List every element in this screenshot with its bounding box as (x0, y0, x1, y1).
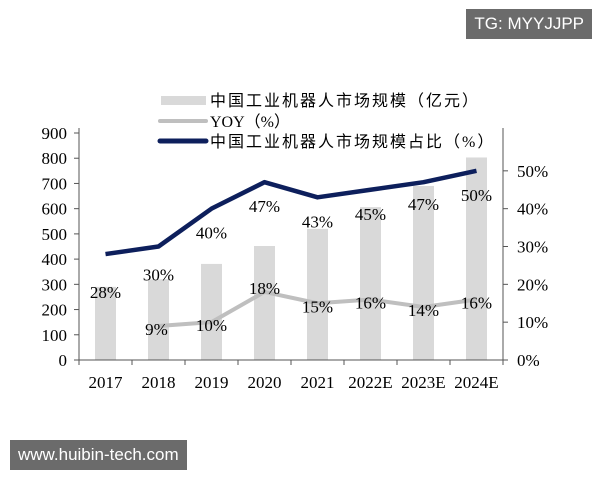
yoy-label: 10% (196, 316, 227, 335)
bar-2018 (148, 279, 169, 360)
yoy-label: 16% (461, 293, 492, 312)
bar-2022E (360, 207, 381, 360)
left-tick-label: 300 (42, 275, 68, 294)
bar-2024E (466, 157, 487, 360)
share-label: 50% (461, 186, 492, 205)
left-tick-label: 400 (42, 250, 68, 269)
right-tick-label: 10% (517, 313, 548, 332)
x-tick-label: 2018 (142, 373, 176, 392)
legend-bar-label: 中国工业机器人市场规模（亿元） (210, 92, 480, 110)
left-tick-label: 800 (42, 149, 68, 168)
legend-yoy-label: YOY（%） (210, 113, 290, 131)
share-label: 45% (355, 205, 386, 224)
yoy-label: 9% (145, 320, 168, 339)
left-tick-label: 700 (42, 174, 68, 193)
yoy-label: 14% (408, 301, 439, 320)
share-label: 28% (90, 283, 121, 302)
x-tick-label: 2019 (195, 373, 229, 392)
bar-2021 (307, 228, 328, 360)
share-line (105, 168, 477, 257)
legend-bar-swatch (161, 96, 206, 105)
yoy-label: 15% (302, 297, 333, 316)
left-tick-label: 0 (59, 351, 68, 370)
x-tick-label: 2021 (301, 373, 335, 392)
left-tick-label: 200 (42, 301, 68, 320)
bar-2023E (413, 185, 434, 360)
x-tick-label: 2020 (248, 373, 282, 392)
yoy-label: 16% (355, 293, 386, 312)
legend-share-label: 中国工业机器人市场规模占比（%） (210, 133, 495, 151)
left-tick-label: 600 (42, 200, 68, 219)
x-tick-label: 2017 (89, 373, 124, 392)
left-tick-label: 500 (42, 225, 68, 244)
share-label: 47% (408, 195, 439, 214)
bar-2019 (201, 263, 222, 360)
right-tick-label: 0% (517, 351, 540, 370)
right-tick-label: 30% (517, 238, 548, 257)
right-tick-label: 40% (517, 200, 548, 219)
bar-2017 (95, 286, 116, 360)
x-tick-label: 2022E (348, 373, 392, 392)
yoy-label: 18% (249, 279, 280, 298)
x-tick-label: 2024E (454, 373, 498, 392)
share-label: 40% (196, 224, 227, 243)
share-label: 47% (249, 197, 280, 216)
share-label: 43% (302, 212, 333, 231)
right-tick-label: 20% (517, 275, 548, 294)
share-label: 30% (143, 266, 174, 285)
watermark-top: TG: MYYJJPP (466, 9, 592, 39)
right-tick-label: 50% (517, 162, 548, 181)
watermark-bottom: www.huibin-tech.com (10, 440, 187, 470)
x-tick-label: 2023E (401, 373, 445, 392)
bar-2020 (254, 245, 275, 360)
yoy-line (158, 289, 477, 328)
left-tick-label: 100 (42, 326, 68, 345)
left-tick-label: 900 (42, 124, 68, 143)
